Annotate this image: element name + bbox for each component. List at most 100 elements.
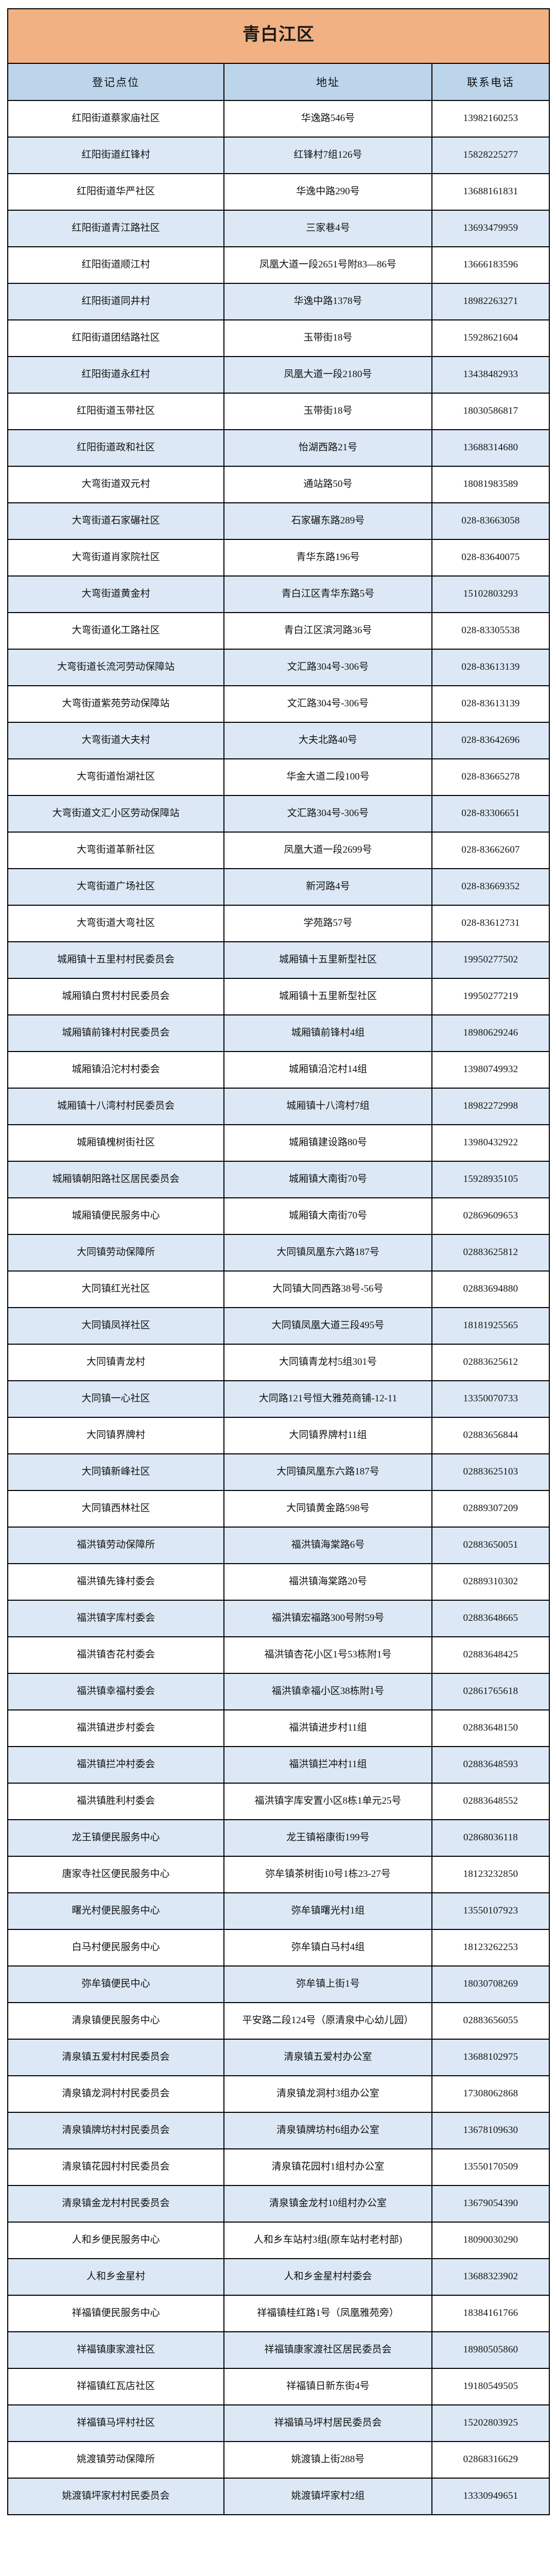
cell-registration-point: 福洪镇字库村委会 — [7, 1600, 224, 1637]
cell-phone: 02861765618 — [431, 1673, 550, 1710]
cell-registration-point: 唐家寺社区便民服务中心 — [7, 1856, 224, 1893]
table-row: 大同镇界牌村 大同镇界牌村11组 02883656844 — [7, 1417, 550, 1454]
table-row: 曙光村便民服务中心 弥牟镇曙光村1组 13550107923 — [7, 1892, 550, 1930]
cell-phone: 02883625812 — [431, 1234, 550, 1272]
cell-phone: 13330949651 — [431, 2478, 550, 2515]
cell-registration-point: 城厢镇便民服务中心 — [7, 1197, 224, 1235]
cell-phone: 17308062868 — [431, 2075, 550, 2113]
table-row: 红阳街道团结路社区 玉带街18号 15928621604 — [7, 319, 550, 357]
cell-address: 石家碾东路289号 — [223, 502, 432, 540]
cell-address: 城厢镇建设路80号 — [223, 1124, 432, 1162]
cell-registration-point: 大同镇劳动保障所 — [7, 1234, 224, 1272]
cell-phone: 02883648552 — [431, 1783, 550, 1820]
table-row: 城厢镇朝阳路社区居民委员会 城厢镇大南街70号 15928935105 — [7, 1161, 550, 1198]
cell-address: 华逸路546号 — [223, 100, 432, 138]
cell-address: 大同镇黄金路598号 — [223, 1490, 432, 1528]
cell-address: 城厢镇大南街70号 — [223, 1197, 432, 1235]
cell-registration-point: 祥福镇康家渡社区 — [7, 2331, 224, 2369]
registration-points-table: 青白江区 登记点位 地址 联系电话 红阳街道蔡家庙社区 华逸路546号 139821… — [7, 8, 550, 2515]
cell-registration-point: 福洪镇杏花村委会 — [7, 1636, 224, 1674]
cell-registration-point: 大弯街道紫苑劳动保障站 — [7, 685, 224, 723]
cell-phone: 13679054390 — [431, 2185, 550, 2223]
cell-phone: 028-83613139 — [431, 649, 550, 686]
cell-phone: 13688314680 — [431, 429, 550, 467]
table-row: 大同镇青龙村 大同镇青龙村5组301号 02883625612 — [7, 1344, 550, 1381]
cell-address: 弥牟镇茶树街10号1栋23-27号 — [223, 1856, 432, 1893]
cell-address: 城厢镇十五里新型社区 — [223, 978, 432, 1015]
cell-registration-point: 城厢镇槐树街社区 — [7, 1124, 224, 1162]
cell-address: 福洪镇宏福路300号附59号 — [223, 1600, 432, 1637]
cell-address: 人和乡金星村村委会 — [223, 2258, 432, 2296]
table-row: 祥福镇红瓦店社区 祥福镇日新东街4号 19180549505 — [7, 2368, 550, 2405]
cell-address: 弥牟镇上街1号 — [223, 1965, 432, 2003]
cell-address: 凤凰大道一段2180号 — [223, 356, 432, 394]
cell-phone: 18982263271 — [431, 283, 550, 320]
table-row: 红阳街道青江路社区 三家巷4号 13693479959 — [7, 210, 550, 247]
cell-phone: 18980505860 — [431, 2331, 550, 2369]
cell-phone: 028-83662607 — [431, 832, 550, 869]
cell-phone: 028-83640075 — [431, 539, 550, 577]
cell-registration-point: 清泉镇龙洞村村民委员会 — [7, 2075, 224, 2113]
table-row: 红阳街道华严社区 华逸中路290号 13688161831 — [7, 173, 550, 211]
table-row: 大弯街道怡湖社区 华金大道二段100号 028-83665278 — [7, 758, 550, 796]
table-row: 清泉镇五爱村村民委员会 清泉镇五爱村办公室 13688102975 — [7, 2039, 550, 2076]
cell-phone: 02883656844 — [431, 1417, 550, 1454]
table-row: 大同镇新峰社区 大同镇凤凰东六路187号 02883625103 — [7, 1453, 550, 1491]
table-row: 清泉镇便民服务中心 平安路二段124号（原清泉中心幼儿园） 02883656055 — [7, 2002, 550, 2040]
table-row: 清泉镇花园村村民委员会 清泉镇花园村1组村办公室 13550170509 — [7, 2148, 550, 2186]
cell-registration-point: 龙王镇便民服务中心 — [7, 1819, 224, 1857]
cell-phone: 028-83669352 — [431, 868, 550, 906]
table-row: 大同镇凤祥社区 大同镇凤凰大道三段495号 18181925565 — [7, 1307, 550, 1345]
title-banner-row: 青白江区 — [7, 8, 550, 64]
cell-phone: 028-83613139 — [431, 685, 550, 723]
table-row: 人和乡金星村 人和乡金星村村委会 13688323902 — [7, 2258, 550, 2296]
cell-registration-point: 大弯街道文汇小区劳动保障站 — [7, 795, 224, 833]
cell-address: 人和乡车站村3组(原车站村老村部) — [223, 2222, 432, 2259]
cell-phone: 19950277502 — [431, 941, 550, 979]
table-row: 龙王镇便民服务中心 龙王镇裕康街199号 02868036118 — [7, 1819, 550, 1857]
table-row: 红阳街道政和社区 怡湖西路21号 13688314680 — [7, 429, 550, 467]
cell-phone: 028-83305538 — [431, 612, 550, 650]
cell-registration-point: 大同镇青龙村 — [7, 1344, 224, 1381]
cell-registration-point: 城厢镇前锋村村民委员会 — [7, 1014, 224, 1052]
table-row: 大弯街道石家碾社区 石家碾东路289号 028-83663058 — [7, 502, 550, 540]
cell-registration-point: 祥福镇马坪村社区 — [7, 2404, 224, 2442]
table-row: 福洪镇杏花村委会 福洪镇杏花小区1号53栋附1号 02883648425 — [7, 1636, 550, 1674]
cell-registration-point: 红阳街道华严社区 — [7, 173, 224, 211]
cell-address: 华金大道二段100号 — [223, 758, 432, 796]
table-row: 大同镇一心社区 大同路121号恒大雅苑商铺-12-11 13350070733 — [7, 1380, 550, 1418]
cell-phone: 02883625612 — [431, 1344, 550, 1381]
cell-address: 福洪镇进步村11组 — [223, 1709, 432, 1747]
cell-registration-point: 清泉镇金龙村村民委员会 — [7, 2185, 224, 2223]
cell-phone: 02883648425 — [431, 1636, 550, 1674]
cell-phone: 13678109630 — [431, 2112, 550, 2149]
table-row: 大弯街道文汇小区劳动保障站 文汇路304号-306号 028-83306651 — [7, 795, 550, 833]
cell-registration-point: 大弯街道大弯社区 — [7, 905, 224, 942]
cell-address: 平安路二段124号（原清泉中心幼儿园） — [223, 2002, 432, 2040]
cell-phone: 028-83663058 — [431, 502, 550, 540]
table-row: 大弯街道长流河劳动保障站 文汇路304号-306号 028-83613139 — [7, 649, 550, 686]
cell-address: 三家巷4号 — [223, 210, 432, 247]
cell-address: 弥牟镇白马村4组 — [223, 1929, 432, 1967]
document-title-cell: 青白江区 — [7, 8, 550, 64]
cell-registration-point: 清泉镇花园村村民委员会 — [7, 2148, 224, 2186]
table-row: 城厢镇十八湾村村民委员会 城厢镇十八湾村7组 18982272998 — [7, 1088, 550, 1125]
cell-phone: 18123232850 — [431, 1856, 550, 1893]
cell-address: 城厢镇大南街70号 — [223, 1161, 432, 1198]
table-row: 红阳街道蔡家庙社区 华逸路546号 13982160253 — [7, 100, 550, 138]
column-header-phone: 联系电话 — [431, 63, 550, 101]
cell-address: 玉带街18号 — [223, 393, 432, 430]
table-row: 城厢镇槐树街社区 城厢镇建设路80号 13980432922 — [7, 1124, 550, 1162]
cell-registration-point: 福洪镇先锋村委会 — [7, 1563, 224, 1601]
cell-address: 大同镇大同西路38号-56号 — [223, 1270, 432, 1308]
cell-phone: 13980749932 — [431, 1051, 550, 1089]
cell-address: 大同镇凤凰东六路187号 — [223, 1453, 432, 1491]
table-row: 福洪镇先锋村委会 福洪镇海棠路20号 02889310302 — [7, 1563, 550, 1601]
cell-address: 清泉镇龙洞村3组办公室 — [223, 2075, 432, 2113]
cell-registration-point: 红阳街道团结路社区 — [7, 319, 224, 357]
cell-registration-point: 大同镇凤祥社区 — [7, 1307, 224, 1345]
cell-registration-point: 祥福镇便民服务中心 — [7, 2295, 224, 2332]
cell-address: 通站路50号 — [223, 466, 432, 503]
cell-address: 清泉镇牌坊村6组办公室 — [223, 2112, 432, 2149]
cell-registration-point: 城厢镇白贯村村民委员会 — [7, 978, 224, 1015]
